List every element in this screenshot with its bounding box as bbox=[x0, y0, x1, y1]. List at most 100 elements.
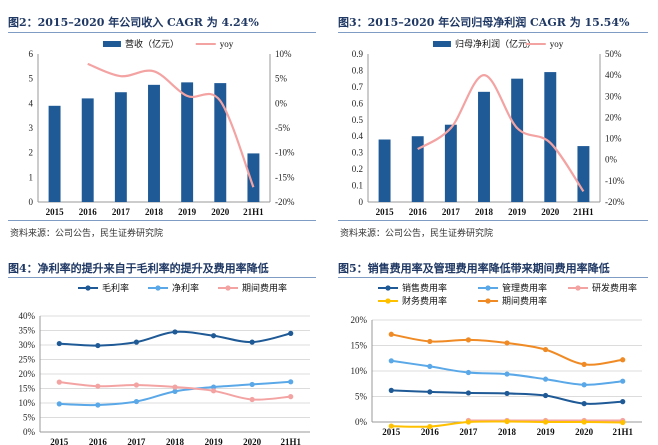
series-point bbox=[388, 331, 394, 337]
bar bbox=[478, 91, 490, 202]
bar bbox=[444, 124, 457, 202]
series-point bbox=[210, 388, 217, 394]
series-point bbox=[56, 340, 62, 347]
legend-marker bbox=[385, 298, 391, 304]
x-tick-label: 2016 bbox=[79, 207, 98, 217]
left-tick-label: 3 bbox=[29, 123, 34, 133]
right-tick-label: -20% bbox=[605, 197, 625, 207]
legend-label: 期间费用率 bbox=[242, 282, 287, 293]
series-point bbox=[465, 419, 472, 425]
right-tick-label: 30% bbox=[605, 91, 622, 101]
left-tick-label: 0 bbox=[29, 197, 34, 207]
bar bbox=[577, 146, 590, 202]
series-point bbox=[388, 423, 394, 429]
x-tick-label: 21H1 bbox=[243, 207, 264, 217]
series-point bbox=[133, 382, 140, 388]
legend-label: yoy bbox=[220, 39, 234, 49]
legend-label: 销售费用率 bbox=[402, 282, 447, 293]
left-tick-label: 0.5 bbox=[352, 115, 364, 125]
y-tick-label: 30% bbox=[19, 340, 36, 350]
left-tick-label: 0.1 bbox=[352, 181, 363, 191]
bar bbox=[378, 139, 391, 202]
legend-marker bbox=[575, 285, 581, 291]
left-tick-label: 0.8 bbox=[352, 65, 364, 75]
series-point bbox=[465, 369, 472, 376]
legend-marker bbox=[225, 285, 231, 291]
series-point bbox=[620, 419, 626, 426]
x-tick-label: 2016 bbox=[89, 437, 108, 445]
left-tick-label: 0.3 bbox=[352, 148, 364, 158]
x-tick-label: 2019 bbox=[508, 207, 526, 217]
series-point bbox=[249, 396, 255, 403]
series-point bbox=[210, 384, 217, 390]
x-tick-label: 21H1 bbox=[280, 437, 301, 445]
bar bbox=[114, 92, 127, 202]
chart-fig2: 0 1 2 3 4 5 6 -20% -15% -10% -5% 0% 5% 10% 2015 2016 201… bbox=[29, 38, 295, 217]
legend-swatch-bar bbox=[432, 41, 451, 47]
series-point bbox=[388, 358, 394, 364]
series-point bbox=[249, 381, 255, 388]
left-tick-label: 2 bbox=[29, 148, 34, 158]
x-tick-label: 2017 bbox=[112, 207, 131, 217]
left-tick-label: 4 bbox=[29, 98, 34, 108]
y-tick-label: 5% bbox=[23, 413, 36, 423]
series-point bbox=[504, 390, 510, 397]
bar bbox=[48, 105, 61, 202]
left-tick-label: 5 bbox=[29, 74, 34, 84]
title-divider bbox=[338, 32, 648, 33]
x-tick-label: 2018 bbox=[166, 437, 185, 445]
x-tick-label: 2020 bbox=[575, 427, 594, 437]
x-tick-label: 2017 bbox=[459, 427, 478, 437]
left-tick-label: 0.2 bbox=[352, 164, 363, 174]
series-point bbox=[465, 337, 472, 343]
series-point bbox=[95, 402, 101, 408]
bar bbox=[544, 72, 557, 202]
chart-fig5: 0% 5% 10% 15% 20% 2015 2016 2017 2018 2019 2020 21H… bbox=[351, 282, 642, 437]
series-point bbox=[133, 339, 140, 345]
right-tick-label: 0% bbox=[275, 98, 288, 108]
series-point bbox=[388, 387, 394, 393]
y-tick-label: 25% bbox=[19, 355, 36, 365]
series-point bbox=[56, 401, 62, 407]
series-point bbox=[288, 394, 294, 400]
legend-marker bbox=[485, 285, 491, 291]
y-tick-label: 10% bbox=[19, 398, 36, 408]
right-tick-label: 5% bbox=[275, 74, 288, 84]
yoy-line bbox=[417, 73, 585, 193]
series-point bbox=[172, 388, 178, 394]
y-tick-label: 10% bbox=[351, 366, 368, 376]
series-point bbox=[504, 340, 510, 346]
series-point bbox=[288, 379, 294, 385]
y-tick-label: 35% bbox=[19, 326, 36, 336]
legend-label: yoy bbox=[550, 39, 564, 49]
legend-marker bbox=[485, 298, 491, 304]
x-tick-label: 2015 bbox=[382, 427, 401, 437]
y-tick-label: 40% bbox=[19, 311, 36, 321]
series-point bbox=[620, 357, 626, 363]
right-tick-label: 10% bbox=[275, 49, 292, 59]
y-tick-label: 0% bbox=[355, 417, 368, 427]
panel-fig5: 图5：销售费用率及管理费用率降低带来期间费用率降低 0% 5% 10% 15% 20% 2… bbox=[338, 256, 650, 445]
bar bbox=[411, 136, 424, 202]
y-tick-label: 15% bbox=[19, 384, 36, 394]
series-point bbox=[427, 389, 433, 395]
series-point bbox=[465, 390, 472, 396]
x-tick-label: 2018 bbox=[498, 427, 517, 437]
left-tick-label: 0.9 bbox=[352, 49, 364, 59]
y-tick-label: 20% bbox=[19, 369, 36, 379]
left-tick-label: 0.4 bbox=[352, 131, 364, 141]
title-divider bbox=[8, 32, 316, 33]
right-tick-label: -10% bbox=[275, 148, 295, 158]
series-point bbox=[427, 338, 433, 345]
series-point bbox=[210, 333, 217, 339]
series-point bbox=[95, 383, 101, 389]
series-point bbox=[249, 339, 255, 345]
bar bbox=[81, 98, 94, 202]
left-tick-label: 0.7 bbox=[352, 82, 364, 92]
yoy-line bbox=[87, 62, 255, 188]
legend-label: 归母净利润（亿元） bbox=[455, 38, 536, 49]
x-tick-label: 2019 bbox=[205, 437, 224, 445]
right-tick-label: 20% bbox=[605, 112, 622, 122]
chart-title: 图4：净利率的提升来自于毛利率的提升及费用率降低 bbox=[8, 262, 269, 275]
bar bbox=[247, 153, 260, 202]
